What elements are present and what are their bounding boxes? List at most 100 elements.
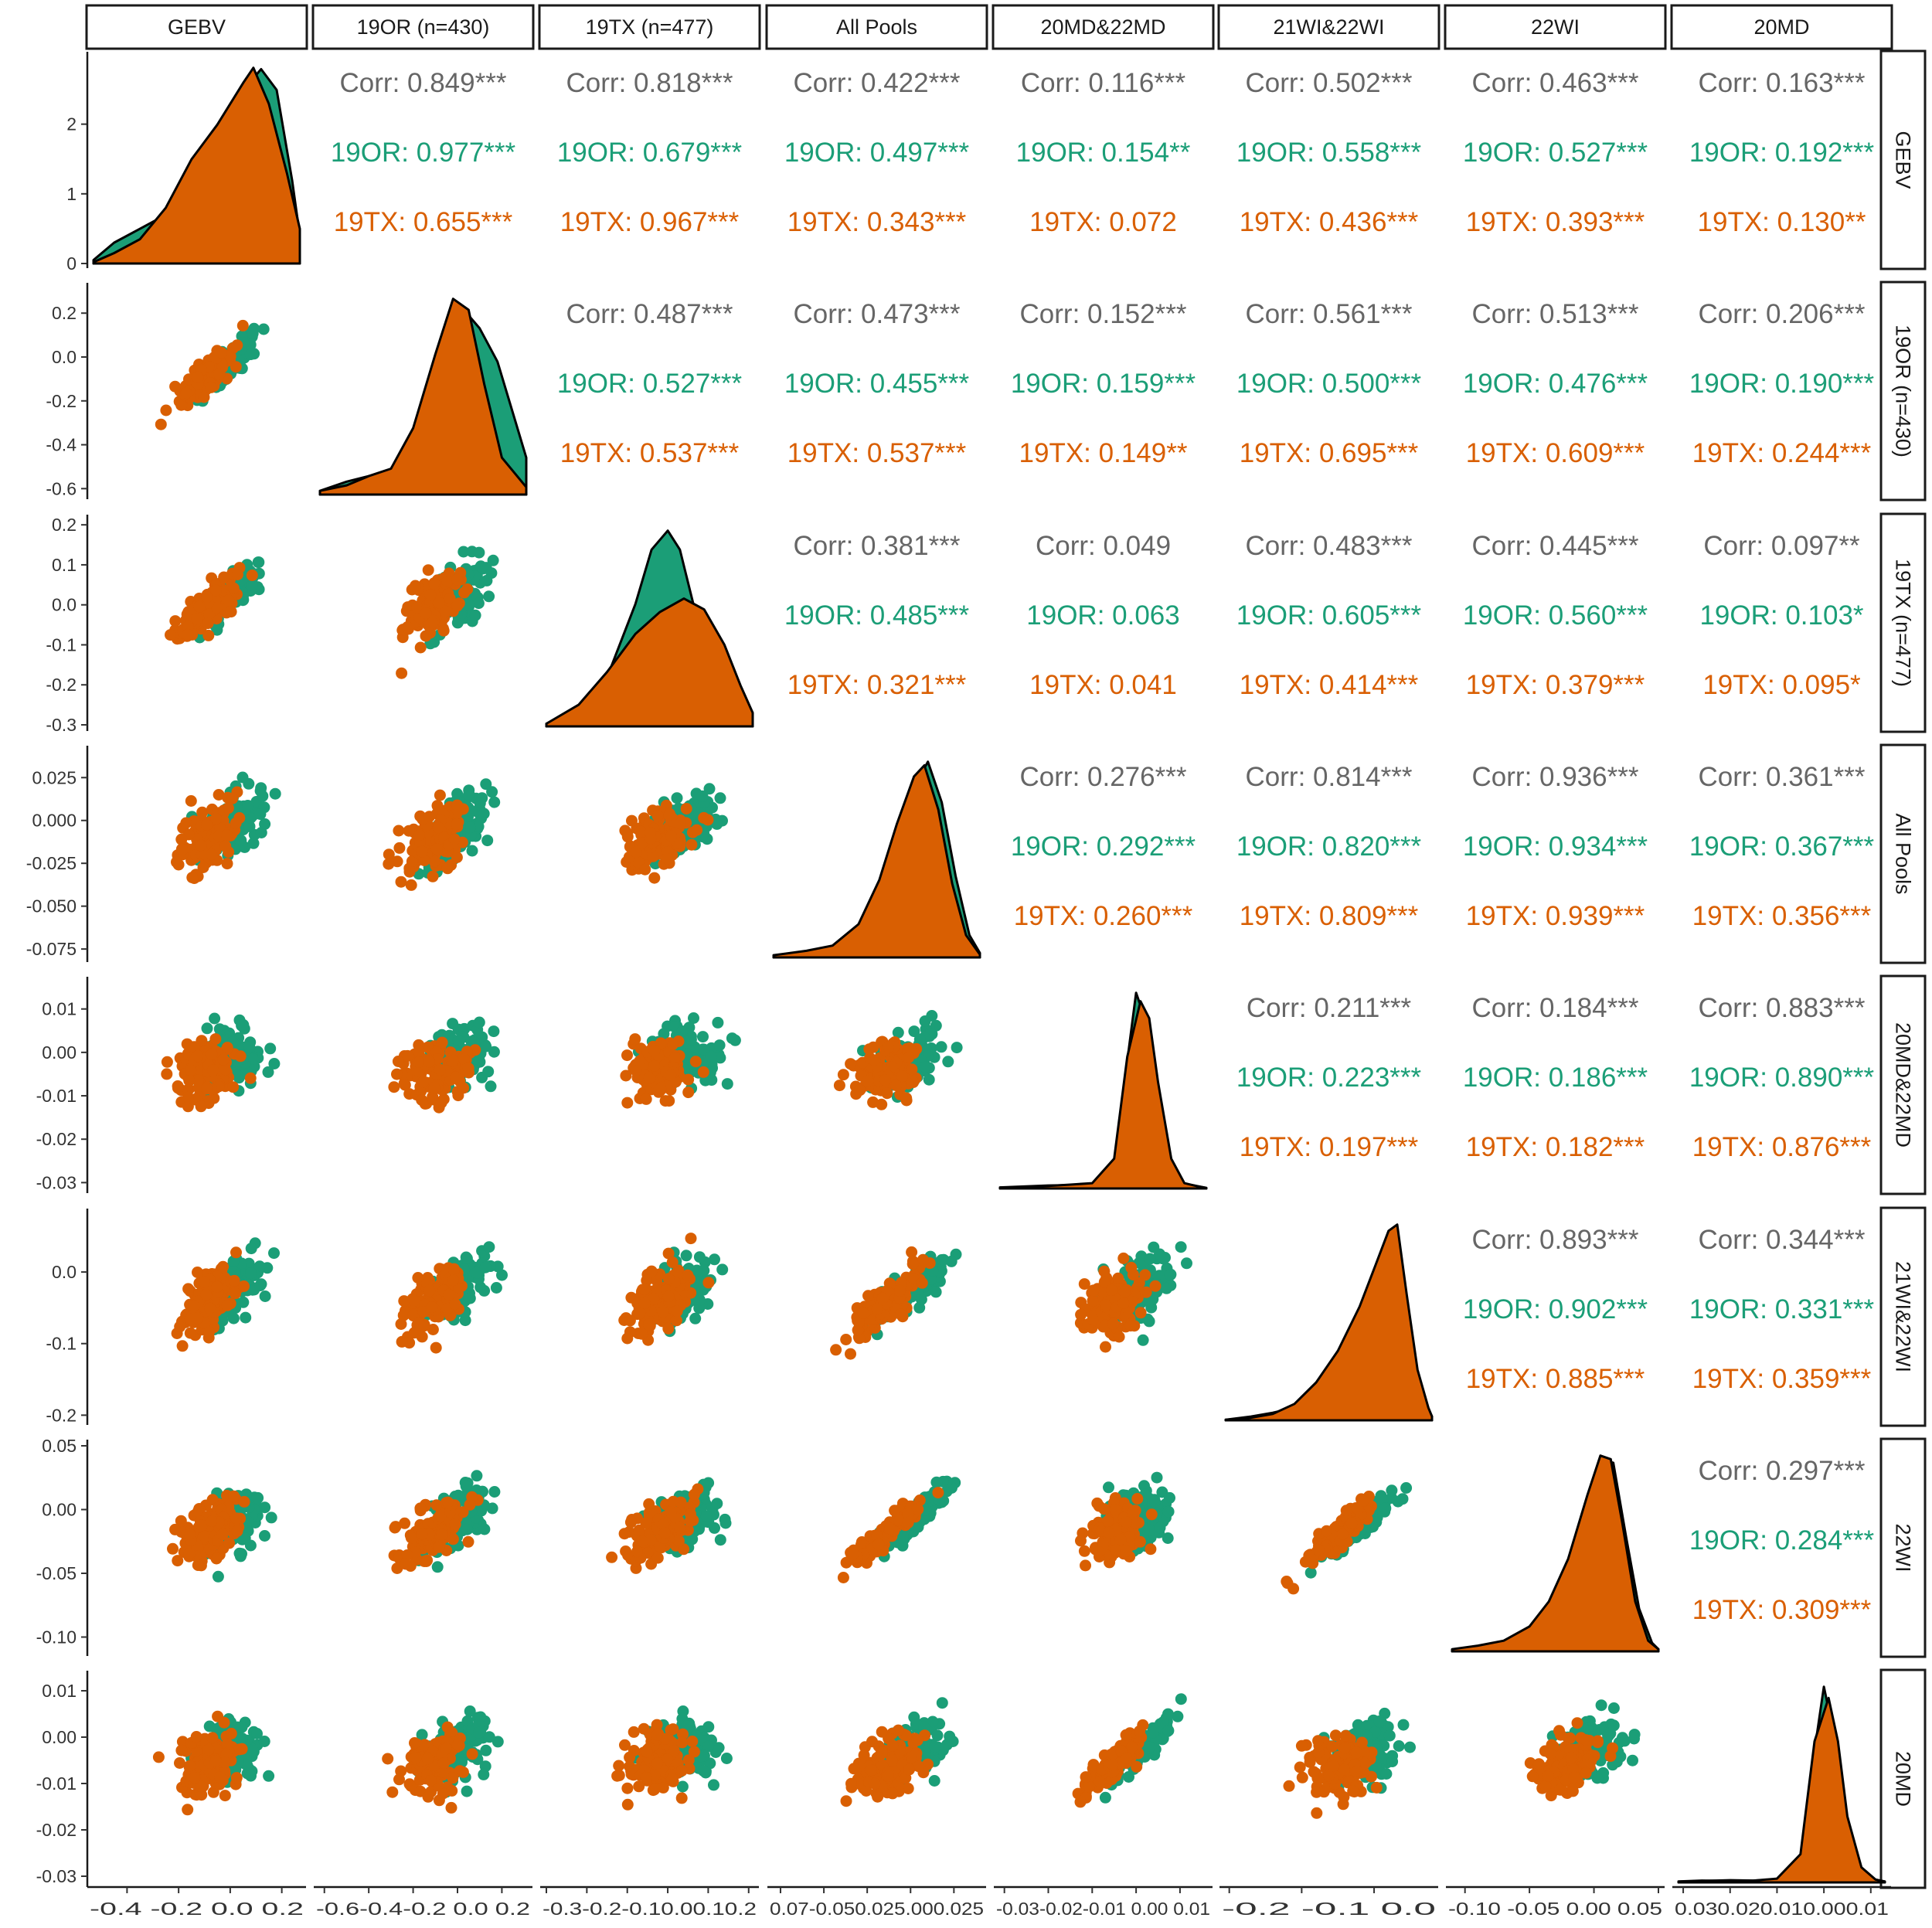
scatter-point xyxy=(714,1534,726,1546)
scatter-point xyxy=(236,771,249,784)
scatter-point xyxy=(1117,1297,1130,1309)
corr-19or: 19OR: 0.367*** xyxy=(1689,831,1875,862)
points-19tx xyxy=(388,1036,481,1114)
scatter-point xyxy=(401,621,413,633)
scatter-point xyxy=(200,1289,213,1301)
panel-3-1 xyxy=(383,778,501,891)
scatter-point xyxy=(719,1517,732,1529)
scatter-point xyxy=(1164,1269,1176,1281)
corr-19tx: 19TX: 0.321*** xyxy=(787,670,967,700)
scatter-point xyxy=(252,556,264,569)
panel-0-0 xyxy=(92,66,301,265)
scatter-point xyxy=(216,346,227,359)
strip-box xyxy=(1670,4,1893,50)
scatter-point xyxy=(408,1294,420,1307)
scatter-point xyxy=(245,1267,257,1280)
scatter-point xyxy=(395,876,407,888)
scatter-point xyxy=(195,1100,207,1113)
scatter-point xyxy=(490,1282,502,1294)
panel-2-0 xyxy=(165,556,265,645)
scatter-point xyxy=(210,813,222,825)
scatter-point xyxy=(244,1072,257,1084)
density-19or xyxy=(998,991,1208,1190)
scatter-point xyxy=(689,1312,702,1324)
scatter-point xyxy=(233,1547,246,1559)
scatter-point xyxy=(906,1258,919,1270)
scatter-point xyxy=(1112,1272,1124,1284)
scatter-point xyxy=(685,838,698,851)
scatter-point xyxy=(712,1016,724,1029)
panel-5-4 xyxy=(1074,1241,1192,1353)
scatter-point xyxy=(183,1547,196,1559)
strip-box xyxy=(1879,974,1927,1195)
scatter-point xyxy=(205,381,217,393)
scatter-point xyxy=(221,858,233,870)
scatter-point xyxy=(201,1022,213,1035)
scatter-point xyxy=(1379,1502,1392,1515)
scatter-point xyxy=(1113,1331,1125,1343)
scatter-point xyxy=(648,872,661,884)
scatter-point xyxy=(160,404,172,417)
strip-label: 20MD&22MD xyxy=(1892,1022,1915,1148)
scatter-point xyxy=(200,1083,213,1095)
panel-2-3: Corr: 0.381***19OR: 0.485***19TX: 0.321*… xyxy=(784,531,970,700)
strip-label: GEBV xyxy=(1892,131,1915,189)
scatter-point xyxy=(206,848,218,861)
panel-0-7: Corr: 0.163***19OR: 0.192***19TX: 0.130*… xyxy=(1689,68,1875,237)
scatter-point xyxy=(242,800,254,811)
scatter-point xyxy=(651,1552,664,1564)
points-19tx xyxy=(383,789,469,891)
scatter-point xyxy=(691,824,703,836)
scatter-point xyxy=(236,319,249,332)
strip-box xyxy=(1879,1437,1927,1658)
corr-19tx: 19TX: 0.809*** xyxy=(1240,901,1419,931)
scatter-point xyxy=(436,1528,448,1541)
scatter-point xyxy=(231,1525,243,1537)
panel-0-6: Corr: 0.463***19OR: 0.527***19TX: 0.393*… xyxy=(1463,68,1648,237)
scatter-point xyxy=(442,1496,454,1508)
panels: Corr: 0.849***19OR: 0.977***19TX: 0.655*… xyxy=(92,66,1886,1884)
scatter-point xyxy=(705,1050,717,1063)
scatter-point xyxy=(1087,1314,1099,1326)
scatter-point xyxy=(626,814,638,827)
strip-right-21wi-22wi: 21WI&22WI xyxy=(1879,1206,1927,1427)
scatter-point xyxy=(655,1083,667,1094)
panel-5-6: Corr: 0.893***19OR: 0.902***19TX: 0.885*… xyxy=(1463,1225,1648,1394)
corr-overall: Corr: 0.502*** xyxy=(1246,68,1413,98)
scatter-point xyxy=(1103,1526,1115,1539)
scatter-point xyxy=(416,1528,428,1540)
strip-box xyxy=(1879,1206,1927,1427)
scatter-point xyxy=(451,799,464,811)
scatter-point xyxy=(900,1092,913,1104)
strip-top-20md-22md: 20MD&22MD xyxy=(992,4,1215,50)
panel-5-1 xyxy=(395,1241,508,1354)
scatter-point xyxy=(485,1080,497,1093)
scatter-point xyxy=(837,1069,849,1081)
strip-box xyxy=(1879,512,1927,733)
panel-2-5: Corr: 0.483***19OR: 0.605***19TX: 0.414*… xyxy=(1236,531,1422,700)
scatter-point xyxy=(638,1284,651,1296)
scatter-point xyxy=(919,1015,931,1027)
corr-19tx: 19TX: 0.356*** xyxy=(1692,901,1872,931)
scatter-point xyxy=(406,855,418,867)
scatter-point xyxy=(413,829,425,842)
scatter-point xyxy=(1075,1308,1087,1321)
scatter-point xyxy=(219,840,232,852)
scatter-point xyxy=(471,1470,483,1482)
corr-overall: Corr: 0.883*** xyxy=(1699,993,1866,1023)
scatter-point xyxy=(1098,1503,1111,1515)
strip-label: 22WI xyxy=(1892,1523,1915,1572)
scatter-point xyxy=(430,1499,443,1511)
scatter-point xyxy=(405,879,417,891)
strip-label: 19TX (n=477) xyxy=(586,15,714,39)
scatter-point xyxy=(1175,1241,1187,1253)
strip-label: 19OR (n=430) xyxy=(357,15,490,39)
scatter-point xyxy=(879,1074,891,1086)
strip-label: 22WI xyxy=(1531,15,1580,39)
scatter-point xyxy=(942,1056,954,1068)
panel-5-3 xyxy=(830,1246,962,1360)
corr-19or: 19OR: 0.292*** xyxy=(1011,831,1196,862)
scatter-point xyxy=(1107,1318,1120,1330)
scatter-point xyxy=(643,1318,655,1331)
